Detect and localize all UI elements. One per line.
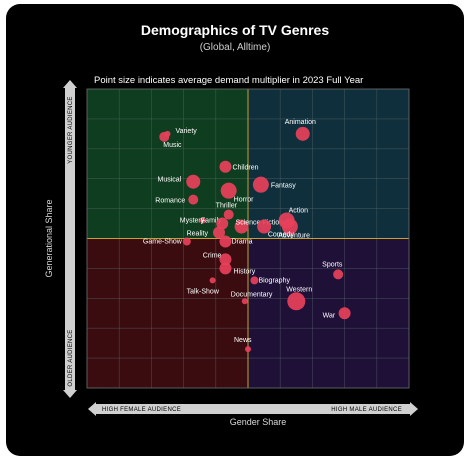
point-reality [213,226,226,239]
point-adventure [257,219,272,234]
x-axis-title: Gender Share [230,417,287,427]
x-axis-bar [96,404,410,414]
point-label: Western [286,286,312,293]
point-label: History [233,268,255,275]
point-label: Adventure [278,233,310,240]
y-axis-arrow-down [63,390,77,398]
x-right-label: HIGH MALE AUDIENCE [331,407,402,413]
point-science-fiction [234,219,249,234]
point-label: Family [201,218,222,225]
point-documentary [241,298,248,305]
point-label: Thriller [216,203,238,210]
point-romance [188,194,199,205]
point-label: Game-Show [143,238,183,245]
point-label: War [323,312,336,319]
point-biography [250,276,259,285]
point-animation [295,126,310,141]
y-top-label: YOUNGER AUDIENCE [68,96,74,163]
point-label: Fantasy [271,183,296,190]
plot-frame [86,88,410,389]
point-label: Romance [155,198,185,205]
quadrant-top-right [248,89,409,239]
y-axis-arrow-up [63,80,77,88]
point-family [199,217,206,224]
point-crime [219,253,232,266]
point-label: Music [163,142,182,149]
point-sports [333,269,344,280]
y-bottom-label: OLDER AUDIENCE [68,329,74,386]
point-label: Sports [322,261,343,268]
point-label: Crime [203,252,222,259]
point-thriller [223,209,234,220]
point-label: Horror [234,197,255,204]
point-war [338,307,351,320]
point-label: Reality [187,231,209,238]
point-horror [220,182,237,199]
point-label: Animation [285,119,316,126]
point-label: Musical [158,177,182,184]
point-children [219,160,232,173]
point-label: Drama [231,238,252,245]
point-label: Biography [258,277,290,284]
point-news [245,346,251,353]
point-talk-show [209,277,216,284]
y-axis-title: Generational Share [44,199,54,277]
point-comedy [281,218,298,235]
chart-title: Demographics of TV Genres [140,22,330,38]
point-label: Action [289,208,309,215]
size-note: Point size indicates average demand mult… [94,75,364,86]
point-label: News [234,337,252,344]
point-musical [186,174,201,189]
x-axis-arrow-left [88,402,96,416]
point-drama [219,235,232,248]
point-label: Mystery [180,218,205,225]
point-music [159,131,170,142]
y-axis-bar [65,88,75,390]
point-label: Children [232,165,258,172]
quadrant-bottom-right [248,238,409,388]
point-game-show [182,237,191,246]
point-label: Variety [176,128,198,135]
chart-subtitle: (Global, Alltime) [199,42,271,53]
point-fantasy [252,176,269,193]
point-label: Documentary [231,291,273,298]
point-history [219,262,232,275]
point-label: Comedy [268,232,295,239]
point-label: Talk-Show [187,288,220,295]
point-western [287,292,306,311]
x-left-label: HIGH FEMALE AUDIENCE [102,407,181,413]
x-axis-arrow-right [410,402,418,416]
